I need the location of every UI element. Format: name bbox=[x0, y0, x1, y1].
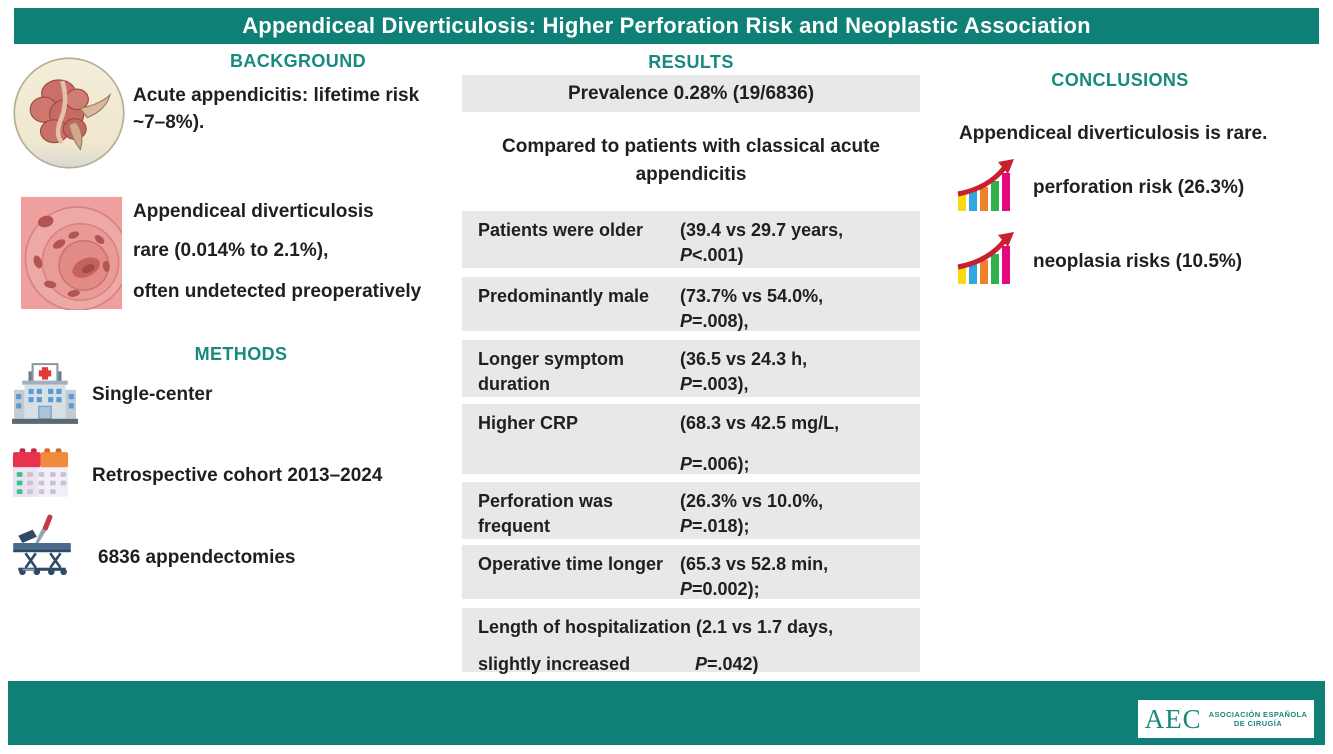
methods-item-label: Single-center bbox=[92, 384, 213, 405]
hospital-icon bbox=[12, 363, 78, 424]
footer-bar: AEC ASOCIACIÓN ESPAÑOLA DE CIRUGÍA bbox=[8, 681, 1325, 745]
aec-logo: AEC ASOCIACIÓN ESPAÑOLA DE CIRUGÍA bbox=[1138, 700, 1314, 738]
prevalence-box: Prevalence 0.28% (19/6836) bbox=[462, 75, 920, 112]
page-title: Appendiceal Diverticulosis: Higher Perfo… bbox=[242, 13, 1091, 38]
result-row: Predominantly male (73.7% vs 54.0%, P=.0… bbox=[462, 277, 920, 331]
conclusion-item-label: neoplasia risks (10.5%) bbox=[1033, 251, 1243, 272]
comparison-caption: Compared to patients with classical acut… bbox=[502, 136, 880, 185]
conclusion-item-label: perforation risk (26.3%) bbox=[1033, 177, 1245, 198]
background-heading: BACKGROUND bbox=[230, 51, 366, 71]
growth-chart-icon bbox=[957, 232, 1014, 284]
stretcher-icon bbox=[13, 514, 71, 576]
result-row: Patients were older (39.4 vs 29.7 years,… bbox=[462, 211, 920, 268]
conclusion-statement: Appendiceal diverticulosis is rare. bbox=[959, 123, 1268, 144]
diverticulosis-illustration-icon bbox=[21, 196, 122, 310]
methods-item-label: Retrospective cohort 2013–2024 bbox=[92, 465, 383, 486]
calendar-icon bbox=[12, 448, 69, 497]
background-item1: Acute appendicitis: lifetime risk ~7–8%)… bbox=[133, 85, 420, 133]
methods-heading: METHODS bbox=[194, 344, 288, 364]
header-bar: Appendiceal Diverticulosis: Higher Perfo… bbox=[14, 8, 1319, 44]
result-row: Operative time longer (65.3 vs 52.8 min,… bbox=[462, 545, 920, 599]
result-row: Perforation was frequent (26.3% vs 10.0%… bbox=[462, 482, 920, 539]
result-row: Length of hospitalization (2.1 vs 1.7 da… bbox=[462, 608, 920, 674]
aec-logo-text: AEC bbox=[1144, 703, 1202, 734]
results-heading: RESULTS bbox=[648, 52, 734, 72]
background-item2: Appendiceal diverticulosis rare (0.014% … bbox=[133, 201, 422, 302]
appendix-illustration-icon bbox=[13, 57, 125, 169]
result-row: Higher CRP (68.3 vs 42.5 mg/L, P=.006); bbox=[462, 404, 920, 474]
aec-org-name: ASOCIACIÓN ESPAÑOLA DE CIRUGÍA bbox=[1208, 710, 1308, 728]
result-row: Longer symptom duration (36.5 vs 24.3 h,… bbox=[462, 340, 920, 397]
growth-chart-icon bbox=[957, 159, 1014, 211]
conclusions-heading: CONCLUSIONS bbox=[1051, 70, 1189, 90]
methods-item-label: 6836 appendectomies bbox=[98, 547, 296, 568]
